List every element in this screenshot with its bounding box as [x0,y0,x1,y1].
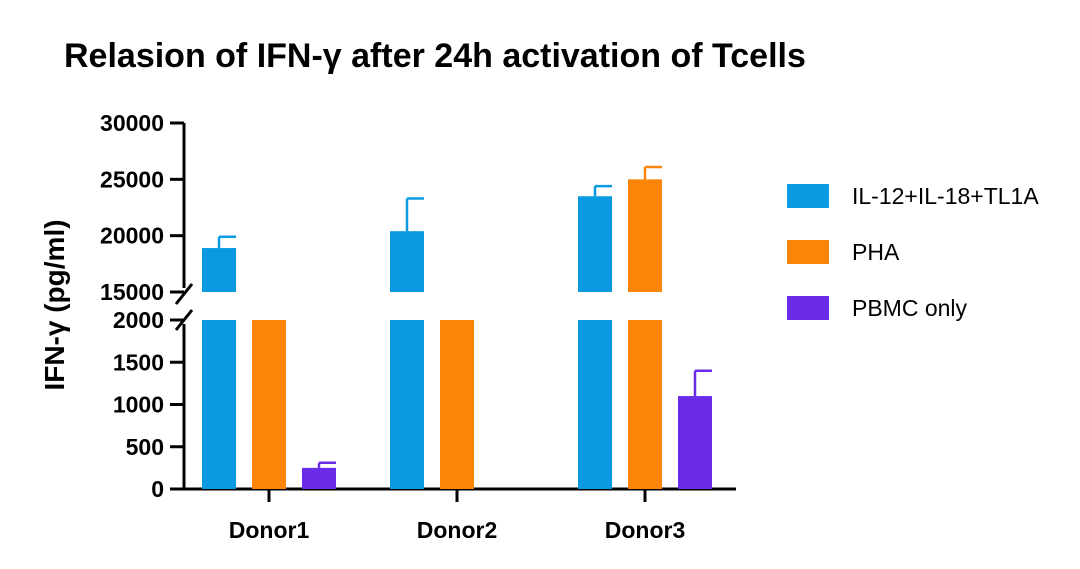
bars [202,165,712,489]
bar-lower-segment [578,320,612,489]
y-tick-label: 25000 [100,166,164,192]
legend-swatch [787,240,829,264]
legend-label: PBMC only [852,295,968,321]
bar [252,320,286,489]
y-axis-label: IFN-γ (pg/ml) [39,219,70,390]
y-tick-label: 20000 [100,223,164,249]
axis-break-mark-upper [174,283,194,305]
bar [578,196,612,292]
legend-label: PHA [852,239,900,265]
legend-swatch [787,296,829,320]
bar-lower-segment [202,320,236,489]
y-tick-label: 1000 [113,392,164,418]
y-tick-label: 30000 [100,110,164,136]
x-axis: Donor1 Donor2 Donor3 [184,487,736,543]
bar [202,248,236,292]
bar [678,396,712,489]
y-tick-label: 0 [151,476,164,502]
bar-lower-segment [390,320,424,489]
chart-title: Relasion of IFN-γ after 24h activation o… [64,37,806,75]
x-tick-label: Donor2 [417,517,498,543]
x-tick-label: Donor1 [229,517,310,543]
bar [440,320,474,489]
y-tick-label: 15000 [100,279,164,305]
bar-lower-segment [628,320,662,489]
legend-label: IL-12+IL-18+TL1A [852,183,1039,209]
legend: IL-12+IL-18+TL1A PHA PBMC only [787,183,1039,321]
bar [628,179,662,292]
y-tick-label: 500 [126,434,164,460]
y-tick-label: 2000 [113,307,164,333]
y-tick-label: 1500 [113,349,164,375]
x-tick-label: Donor3 [605,517,686,543]
legend-swatch [787,184,829,208]
bar [390,231,424,292]
y-axis: 15000 20000 25000 30000 0 500 1000 1500 2000 [100,110,194,502]
bar [302,467,336,489]
